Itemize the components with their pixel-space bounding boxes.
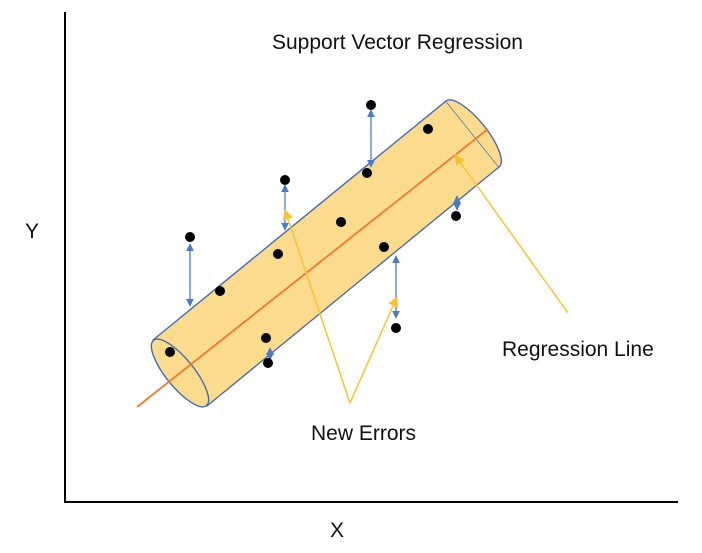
data-point-outside bbox=[185, 232, 195, 242]
regression-line-callout bbox=[454, 154, 569, 314]
data-point-inside bbox=[165, 347, 175, 357]
x-axis-label: X bbox=[330, 519, 345, 542]
new-errors-label: New Errors bbox=[311, 422, 417, 445]
data-point-outside bbox=[263, 358, 273, 368]
data-point-inside bbox=[379, 242, 389, 252]
data-point-outside bbox=[280, 175, 290, 185]
regression-line-label: Regression Line bbox=[502, 338, 654, 361]
data-point-outside bbox=[391, 323, 401, 333]
data-point-inside bbox=[261, 333, 271, 343]
data-point-inside bbox=[215, 286, 225, 296]
new-errors-callout-right bbox=[349, 296, 398, 404]
epsilon-tube bbox=[150, 99, 502, 408]
data-point-inside bbox=[423, 124, 433, 134]
tube-body bbox=[152, 100, 500, 407]
callouts bbox=[283, 154, 569, 404]
data-point-inside bbox=[273, 249, 283, 259]
data-points bbox=[165, 100, 461, 368]
data-point-outside bbox=[366, 100, 376, 110]
diagram-title: Support Vector Regression bbox=[272, 31, 523, 54]
tube-far-cap bbox=[445, 99, 502, 168]
regression-line bbox=[136, 128, 489, 408]
data-point-outside bbox=[451, 211, 461, 221]
new-errors-callout-left bbox=[283, 209, 351, 404]
data-point-inside bbox=[336, 217, 346, 227]
y-axis-label: Y bbox=[25, 220, 40, 243]
data-point-inside bbox=[362, 168, 372, 178]
